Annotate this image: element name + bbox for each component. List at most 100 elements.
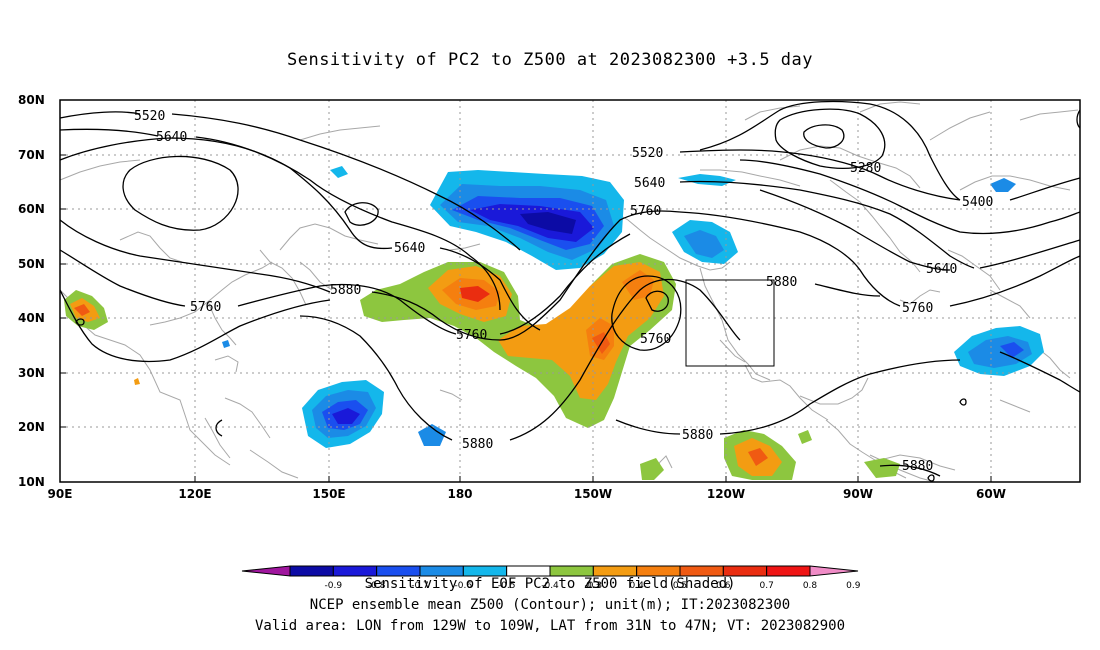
lat-label: 30N [18,366,45,380]
shade-pos-central-pacific-orange-east [498,262,664,400]
contour-label: 5520 [134,109,165,124]
contour-5280-inner [803,124,845,149]
contour-5760-west [59,233,631,335]
contour-west-loop [122,155,239,231]
contour-5640-east [679,180,975,269]
colorbar-tick-label: 0.9 [846,581,861,591]
colorbar-tick-label: 0.3 [586,581,600,591]
lon-label: 90W [843,487,873,501]
axis-ticks [60,154,992,482]
contour-small-east [959,398,967,406]
contour-label: 5760 [640,332,671,347]
shade-neg-west-pacific-peak [332,408,360,424]
colorbar-tick-label: -0.6 [455,581,473,591]
contour-5280-loop [774,108,886,169]
contour-5520-east [679,149,961,201]
map-title: Sensitivity of PC2 to Z500 at 2023082300… [286,50,813,70]
contour-far-east-5880 [999,351,1081,393]
lat-axis: 80N 70N 60N 50N 40N 30N 20N 10N [18,93,45,489]
contour-5880-a [59,210,681,341]
shade-pos-caribbean-c [798,430,812,444]
contour-5880-b [59,278,881,441]
shade-pos-central-america-red [748,448,768,466]
colorbar-tick-label: -0.5 [498,581,516,591]
shade-neg-small-d [418,424,446,446]
lat-label: 80N [18,93,45,107]
contour-5400 [699,100,1081,201]
contour-far-east-loop [1076,109,1081,129]
contour-5520-west [59,111,521,251]
colorbar-tick-label: 0.5 [673,581,687,591]
colorbar-tick-label: 0.8 [803,581,818,591]
colorbar: -0.9 -0.8 -0.7 -0.6 -0.5 -0.4 -0.30.3 0.4 0.5 0.6… [241,565,861,591]
contour-small-west [75,318,85,326]
coastlines [59,101,1079,483]
lat-label: 50N [18,257,45,271]
contour-label: 5880 [682,428,713,443]
shade-neg-small-c [990,178,1016,192]
shade-neg-small-e [222,340,230,348]
contour-label: 5640 [156,130,187,145]
lat-label: 10N [18,475,45,489]
shade-pos-central-pacific-red-west [460,286,490,302]
contour-label: 5880 [462,437,493,452]
colorbar-tick-label: 0.6 [716,581,731,591]
contour-label: 5760 [630,204,661,219]
lon-label: 150E [312,487,345,501]
sensitivity-shading [64,166,1044,480]
lon-label: 60W [976,487,1006,501]
contour-tiny-carib [927,474,935,482]
contour-label: 5880 [902,459,933,474]
map-frame [59,99,1081,483]
contour-label: 5280 [850,161,881,176]
contour-label: 5640 [926,262,957,277]
colorbar-tick-label: -0.8 [368,581,386,591]
shade-pos-caribbean-a [640,458,664,480]
contour-labels: 5520 5640 5520 5640 5280 5400 5760 5640 … [134,109,993,474]
lon-label: 120E [178,487,211,501]
lat-label: 70N [18,148,45,162]
contour-5760-a [59,137,541,331]
contour-5880-c [615,359,961,435]
lon-label: 180 [447,487,472,501]
footer-line-3: Valid area: LON from 129W to 109W, LAT f… [254,618,845,634]
lon-label: 120W [707,487,745,501]
contour-label: 5880 [766,275,797,290]
shade-neg-small-b [678,174,736,186]
contour-label: 5520 [632,146,663,161]
footer-line-1: Sensitivity of EOF PC2 to Z500 field(Sha… [364,576,736,592]
shade-pos-far-west-red [74,304,90,316]
contour-label: 5400 [962,195,993,210]
footer: Sensitivity of EOF PC2 to Z500 field(Sha… [0,574,1100,637]
colorbar-right-arrow [809,565,859,577]
contour-5520-ne [739,159,1081,235]
colorbar-tick-label: -0.3 [585,581,603,591]
shade-neg-north-pacific-peak [520,212,576,234]
z500-contours [59,100,1081,482]
contour-label: 5760 [190,300,221,315]
shade-neg-east-core [1000,342,1024,358]
contour-small-loop-a [344,202,379,226]
lat-label: 20N [18,420,45,434]
contour-5760-east [679,211,1081,307]
colorbar-tick-label: -0.9 [325,581,343,591]
shade-pos-small-dot [134,378,140,385]
contour-5640-ne [759,189,1081,271]
colorbar-tick-label: -0.4 [541,581,559,591]
grid-lines [60,100,1080,482]
lat-label: 40N [18,311,45,325]
contour-small-20n [215,419,223,437]
shade-neg-small-a [330,166,348,178]
colorbar-tick-label: 0.7 [760,581,774,591]
contour-5880-e [879,464,941,477]
lat-label: 60N [18,202,45,216]
shade-pos-central-pacific-dark-east3 [622,270,654,300]
colorbar-tick-label: -0.7 [411,581,429,591]
contour-label: 5640 [634,176,665,191]
contour-label: 5760 [456,328,487,343]
contour-5760-inner [645,290,669,312]
shade-pos-caribbean-b [864,458,900,478]
lon-axis: 90E 120E 150E 180 150W 120W 90W 60W [48,487,1006,501]
colorbar-tick-label: 0.4 [630,581,645,591]
